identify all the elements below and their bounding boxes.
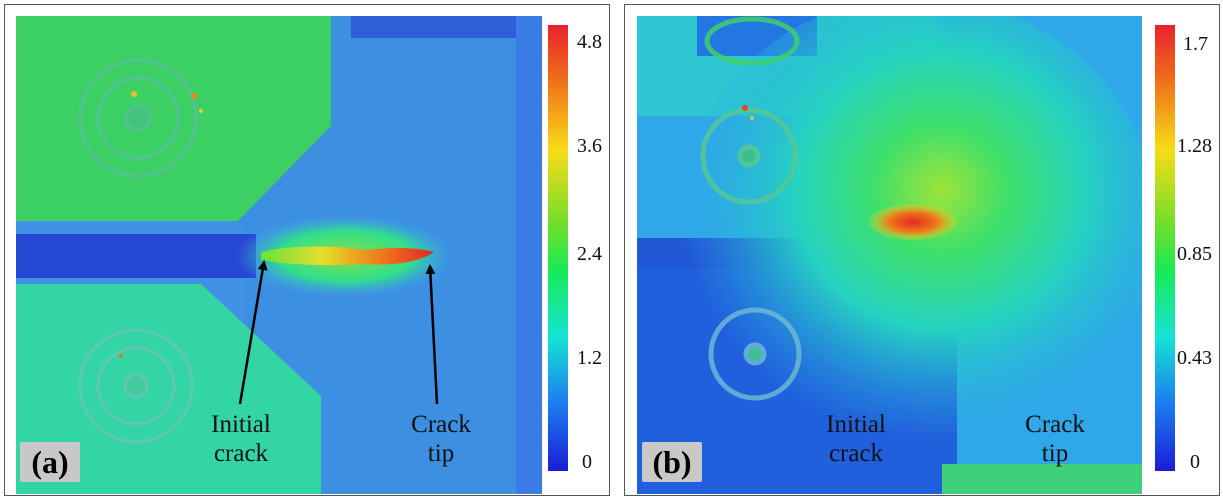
panel-a-colorbar-tick: 2.4 [577, 243, 602, 265]
panel-b-strain-field [637, 16, 1142, 494]
panel-a-label: (a) [20, 442, 80, 482]
panel-b-label: (b) [642, 442, 702, 482]
panel-b-initial-crack-line1: Initial [826, 411, 886, 438]
panel-b-crack-tip-label: Crack tip [1010, 410, 1100, 468]
panel-b-colorbar-tick: 1.28 [1177, 135, 1212, 157]
panel-a-initial-crack-line2: crack [213, 440, 269, 467]
panel-a-initial-crack-line1: Initial [211, 411, 271, 438]
panel-b-strain-image [637, 16, 1142, 494]
panel-b-upper-bolt [700, 107, 798, 205]
panel-a-top-strip [351, 16, 542, 38]
panel-b-crack-tip-line1: Crack [1025, 411, 1085, 438]
panel-a-upper-grip [16, 16, 331, 221]
panel-b-colorbar-tick: 0 [1190, 451, 1200, 473]
panel-a-colorbar-tick: 1.2 [577, 347, 602, 369]
panel-b-initial-crack-line2: crack [828, 440, 884, 467]
panel-a-strain-image [16, 16, 542, 494]
panel-b-colorbar [1155, 25, 1175, 471]
panel-a-colorbar-tick: 4.8 [577, 31, 602, 53]
panel-a-strain-field [16, 16, 542, 494]
panel-a-notch [16, 234, 256, 278]
panel-a-initial-crack-arrow [238, 260, 268, 405]
panel-b-top-bolt [704, 16, 800, 66]
panel-a-lower-bolt [78, 328, 194, 444]
panel-a-crack-tip-arrow [425, 264, 439, 405]
panel-a-lower-grip [16, 284, 321, 494]
panel-a-colorbar [548, 25, 568, 471]
panel-a-colorbar-tick: 3.6 [577, 135, 602, 157]
panel-b-crack-tip-line2: tip [1041, 440, 1069, 467]
panel-a-crack-tip-line2: tip [427, 440, 455, 467]
panel-b-colorbar-tick: 0.85 [1177, 243, 1212, 265]
panel-a-upper-bolt [78, 58, 198, 178]
panel-a-colorbar-tick: 0 [582, 451, 592, 473]
panel-a-right-strip [516, 16, 542, 494]
panel-a-crack-tip-label: Crack tip [396, 410, 486, 468]
panel-b-bottom-patch [942, 464, 1142, 494]
panel-a-crack-tip-line1: Crack [411, 411, 471, 438]
panel-b-hot-zone [869, 204, 957, 240]
panel-a-crack-band [261, 246, 434, 266]
panel-b-initial-crack-label: Initial crack [806, 410, 906, 468]
panel-b-colorbar-tick: 1.7 [1183, 33, 1208, 55]
panel-b-lower-bolt [708, 307, 802, 401]
panel-b-colorbar-tick: 0.43 [1177, 347, 1212, 369]
panel-a-initial-crack-label: Initial crack [196, 410, 286, 468]
